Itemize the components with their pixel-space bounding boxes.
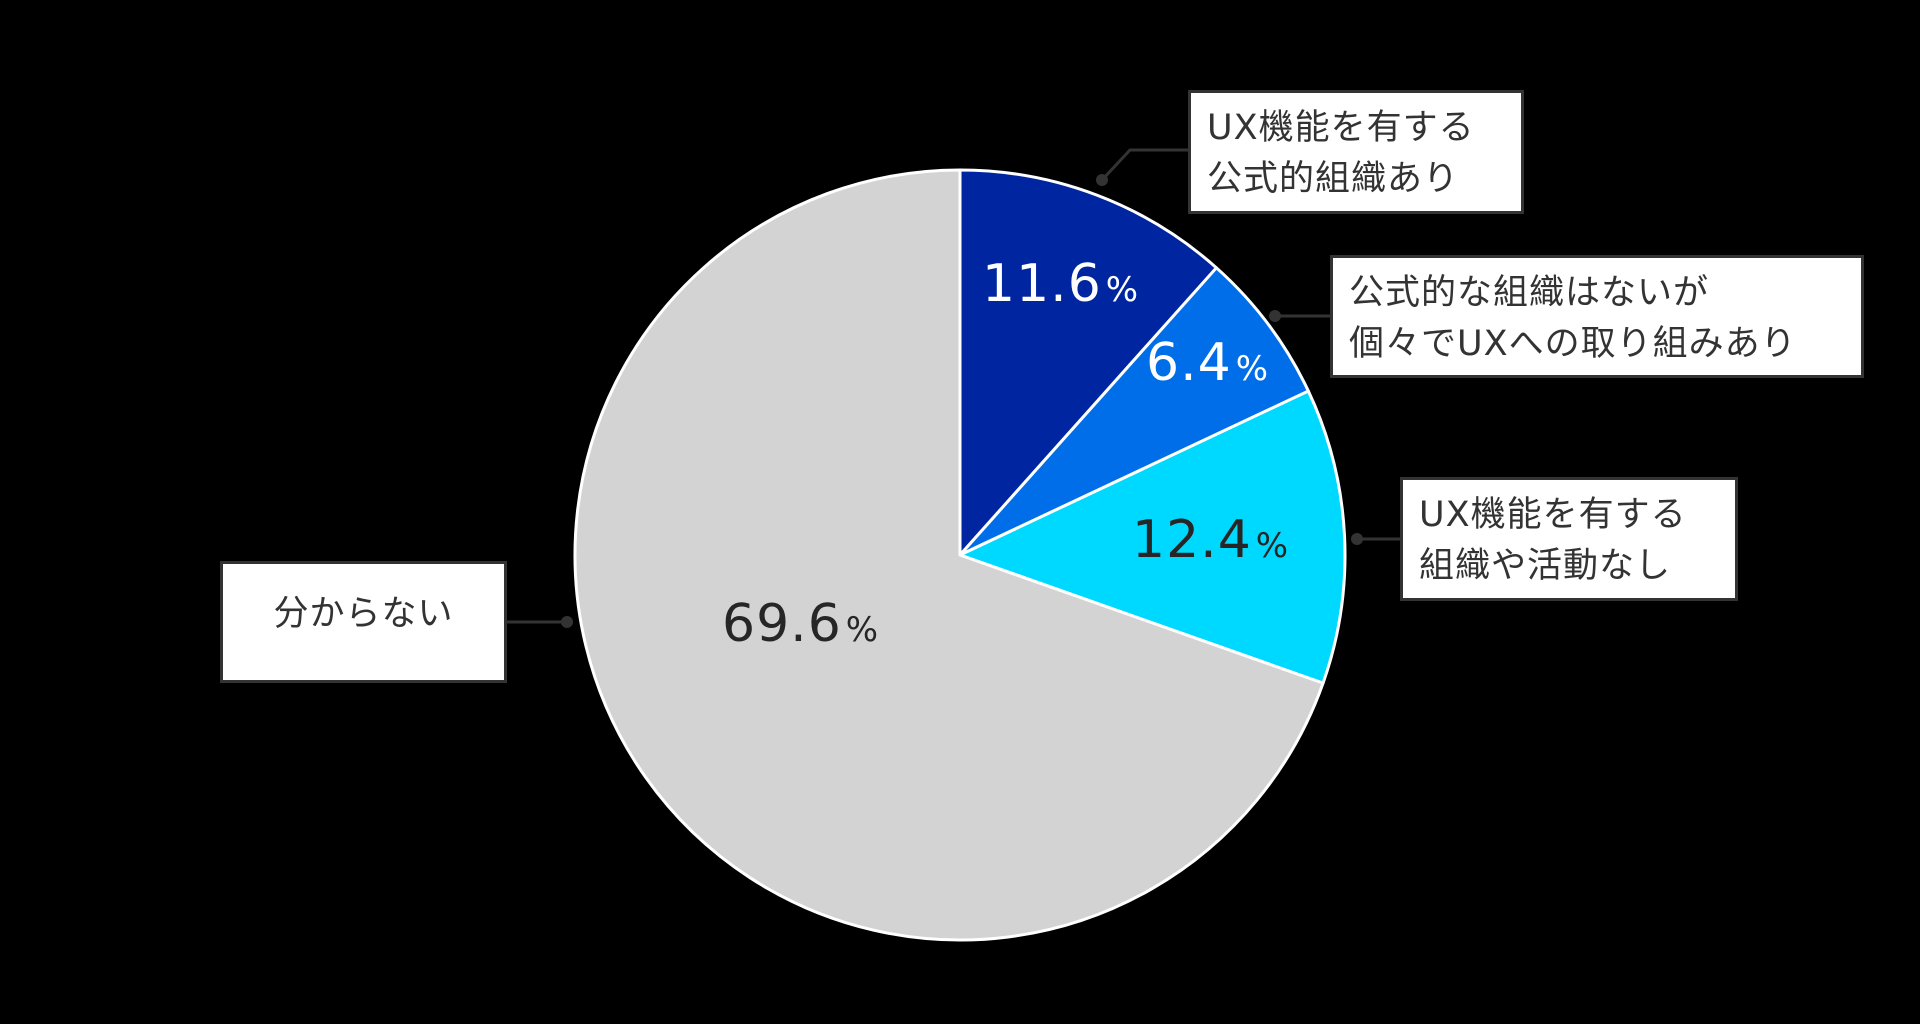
slice-label-official-org: UX機能を有する 公式的組織あり (1188, 90, 1524, 214)
value-unit: % (1255, 526, 1290, 566)
pie-slice-3 (958, 389, 1347, 685)
leader-dot-2 (1269, 310, 1281, 322)
label-line: 組織や活動なし (1419, 546, 1672, 586)
label-line: 公式的組織あり (1207, 159, 1460, 199)
leader-dot-1 (1096, 174, 1108, 186)
leader-dot-4 (561, 616, 573, 628)
label-line: 個々でUXへの取り組みあり (1349, 324, 1797, 364)
slice-label-unknown: 分からない (220, 561, 507, 683)
leader-line-1 (1100, 148, 1190, 182)
leader-lines (504, 148, 1402, 628)
value-unit: % (1235, 349, 1270, 389)
value-label-individual-effort: 6.4% (1146, 333, 1269, 393)
pie-slices (573, 168, 1347, 942)
pie-slice-2 (958, 266, 1310, 557)
label-line: UX機能を有する (1207, 108, 1475, 148)
value-number: 11.6 (982, 254, 1102, 314)
pie-slice-4 (573, 168, 1325, 942)
label-line: 公式的な組織はないが (1349, 273, 1710, 313)
label-line: UX機能を有する (1419, 495, 1687, 535)
slice-label-no-org: UX機能を有する 組織や活動なし (1400, 477, 1738, 601)
slice-label-individual-effort: 公式的な組織はないが 個々でUXへの取り組みあり (1330, 255, 1864, 378)
value-label-unknown: 69.6% (722, 594, 879, 654)
value-unit: % (1105, 270, 1140, 310)
value-number: 69.6 (722, 594, 842, 654)
label-line: 分からない (273, 594, 454, 634)
pie-slice-1 (958, 168, 1218, 557)
leader-dot-3 (1351, 533, 1363, 545)
value-label-official-org: 11.6% (982, 254, 1139, 314)
value-number: 6.4 (1146, 333, 1232, 393)
value-label-no-org: 12.4% (1132, 510, 1289, 570)
value-unit: % (845, 610, 880, 650)
value-number: 12.4 (1132, 510, 1252, 570)
